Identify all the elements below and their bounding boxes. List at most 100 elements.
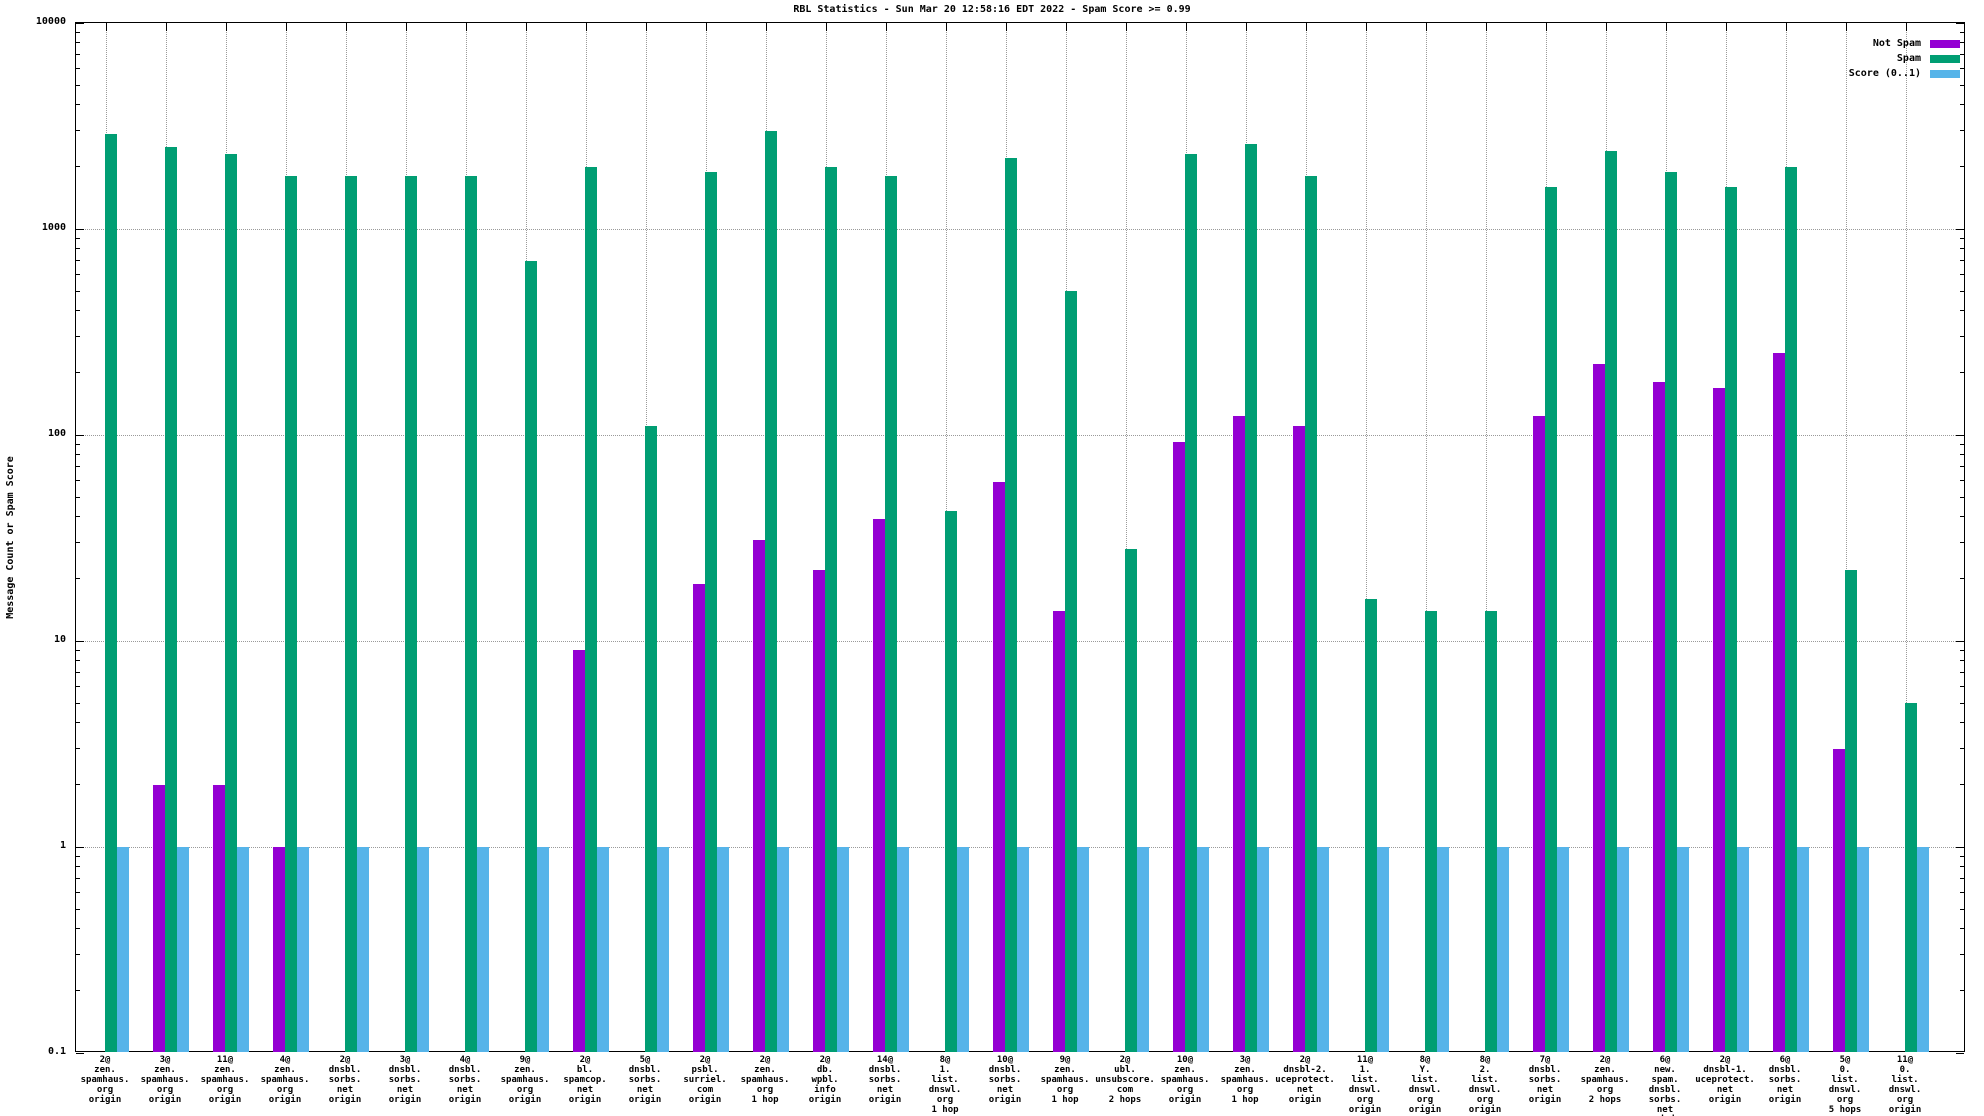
y-minor-tick-left (76, 702, 80, 704)
x-tick-label-line: 7@ (1539, 1055, 1551, 1065)
x-tick-label-line: sorbs. (448, 1075, 482, 1085)
y-major-tick-right (1956, 640, 1964, 642)
x-tick-top (525, 23, 527, 31)
y-axis-title: Message Count or Spam Score (4, 455, 16, 619)
x-tick-label-line: 2@ (579, 1055, 591, 1065)
y-minor-tick-right (1960, 54, 1964, 56)
x-tick-label-line: zen. (1174, 1065, 1196, 1075)
x-tick-label-line: 14@ (876, 1055, 894, 1065)
x-tick-label-line: sorbs. (868, 1075, 902, 1085)
bar-not-spam (1293, 426, 1305, 1052)
x-tick-label-line: org (756, 1085, 774, 1095)
x-tick-label-line: org (1056, 1085, 1074, 1095)
x-tick-top (645, 23, 647, 31)
x-tick-label-line: net (576, 1085, 594, 1095)
y-minor-tick-left (76, 496, 80, 498)
x-tick-top (765, 23, 767, 31)
y-minor-tick-left (76, 649, 80, 651)
bar-spam (705, 171, 717, 1052)
y-minor-tick-right (1960, 480, 1964, 482)
bar-score (297, 847, 309, 1052)
x-tick-label-line: Y. (1419, 1065, 1431, 1075)
x-tick-label-line: 2@ (99, 1055, 111, 1065)
y-minor-tick-right (1960, 130, 1964, 132)
x-tick-label-line: 2@ (1119, 1055, 1131, 1065)
bar-score (1317, 847, 1329, 1052)
bar-score (357, 847, 369, 1052)
x-tick-label-line: zen. (154, 1065, 176, 1075)
y-major-tick-right (1956, 1052, 1964, 1054)
y-minor-tick-right (1960, 954, 1964, 956)
x-tick-label-line: spamhaus. (140, 1075, 190, 1085)
x-tick-label-line: 1 hop (751, 1095, 779, 1105)
x-tick-label: 2@ dnsbl-1. uceprotect. net origin (1695, 1055, 1755, 1105)
bar-spam (1005, 158, 1017, 1052)
y-minor-tick-left (76, 104, 80, 106)
y-minor-tick-left (76, 855, 80, 857)
y-minor-tick-left (76, 31, 80, 33)
x-tick-label-line: zen. (1594, 1065, 1616, 1075)
y-minor-tick-right (1960, 516, 1964, 518)
bar-not-spam (873, 519, 885, 1052)
x-tick-label-line: dnsbl. (448, 1065, 482, 1075)
bar-spam (1305, 176, 1317, 1052)
y-minor-tick-left (76, 748, 80, 750)
bar-spam (165, 147, 177, 1052)
bar-spam (1245, 143, 1257, 1052)
y-minor-tick-left (76, 908, 80, 910)
x-tick-label-line: origin (1288, 1095, 1322, 1105)
y-minor-tick-right (1960, 466, 1964, 468)
y-tick-label: 100 (47, 428, 66, 439)
x-tick-label-line: net (336, 1085, 354, 1095)
bar-score (1257, 847, 1269, 1052)
x-tick-label-line: dnswl. (1828, 1085, 1862, 1095)
x-tick-label-line: origin (1528, 1095, 1562, 1105)
x-tick-label-line: 1 hop (1051, 1095, 1079, 1105)
y-minor-tick-left (76, 672, 80, 674)
bar-score (1617, 847, 1629, 1052)
x-tick-label-line: origin (1408, 1105, 1442, 1115)
x-tick-label-line: org (936, 1095, 954, 1105)
bar-spam (1425, 610, 1437, 1052)
x-tick-label-line: spam. (1651, 1075, 1679, 1085)
y-minor-tick-right (1960, 372, 1964, 374)
y-tick-label: 10 (53, 634, 66, 645)
y-minor-tick-left (76, 54, 80, 56)
x-tick-label-line: 11@ (1356, 1055, 1374, 1065)
x-tick-label: 4@ dnsbl. sorbs. net origin (435, 1055, 495, 1105)
x-tick-label-line: ubl. (1114, 1065, 1136, 1075)
y-minor-tick-left (76, 68, 80, 70)
x-tick-label-line: com (696, 1085, 714, 1095)
x-tick-label-line: sorbs. (988, 1075, 1022, 1085)
bar-spam (1845, 570, 1857, 1052)
x-tick-label: 3@ dnsbl. sorbs. net origin (375, 1055, 435, 1105)
bar-not-spam (693, 583, 705, 1052)
y-minor-tick-right (1960, 290, 1964, 292)
x-tick-label-line: dnswl. (1348, 1085, 1382, 1095)
bar-not-spam (573, 650, 585, 1052)
legend-item-not_spam: Not Spam (1849, 36, 1960, 51)
bar-score (837, 847, 849, 1052)
bar-score (1017, 847, 1029, 1052)
y-minor-tick-right (1960, 260, 1964, 262)
bar-score (1437, 847, 1449, 1052)
x-tick-label-line: 6@ (1779, 1055, 1791, 1065)
bar-spam (825, 166, 837, 1052)
bar-score (1377, 847, 1389, 1052)
y-minor-tick-right (1960, 908, 1964, 910)
legend-swatch (1930, 69, 1960, 78)
x-tick-label-line: 10@ (996, 1055, 1014, 1065)
x-tick-label: 2@ dnsbl. sorbs. net origin (315, 1055, 375, 1105)
x-tick-label: 5@ 0. list. dnswl. org 5 hops (1815, 1055, 1875, 1115)
x-tick-label-line: origin (1768, 1095, 1802, 1105)
x-tick-label-line: net (636, 1085, 654, 1095)
bar-score (1497, 847, 1509, 1052)
x-tick-top (165, 23, 167, 31)
x-tick-label-line: org (216, 1085, 234, 1095)
y-minor-tick-right (1960, 649, 1964, 651)
x-tick-label-line: dnsbl. (988, 1065, 1022, 1075)
y-major-tick-left (76, 434, 84, 436)
x-tick-label: 2@ zen. spamhaus. org 2 hops (1575, 1055, 1635, 1105)
x-tick-top (1845, 23, 1847, 31)
